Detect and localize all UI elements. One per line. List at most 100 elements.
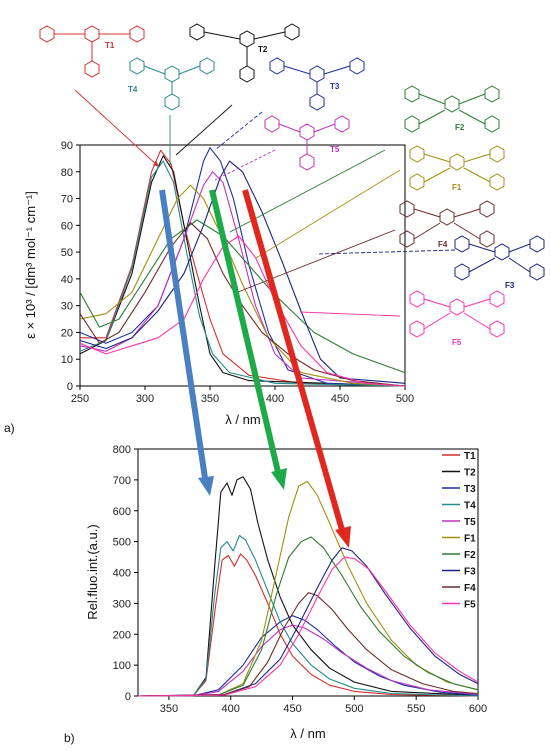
molecule-f4-label: F4 xyxy=(438,240,448,249)
y-tick-label: 100 xyxy=(113,660,131,672)
x-tick-label: 500 xyxy=(396,393,414,405)
series-line-t4 xyxy=(137,534,479,697)
absorption-y-axis-label: ε × 10³ / [dm³ mol⁻¹ cm⁻¹] xyxy=(23,191,38,339)
molecule-f1-label: F1 xyxy=(452,183,462,192)
structure-connector-lines xyxy=(74,89,456,317)
y-tick-label: 80 xyxy=(61,167,73,179)
x-tick-label: 450 xyxy=(283,703,301,715)
series-line-t4 xyxy=(79,160,406,387)
molecule-t1-label: T1 xyxy=(105,41,115,50)
series-line-f3 xyxy=(137,547,479,697)
molecule-t4-label: T4 xyxy=(128,85,138,94)
y-tick-label: 300 xyxy=(113,598,131,610)
legend-label-f4: F4 xyxy=(464,583,476,594)
y-tick-label: 30 xyxy=(61,301,73,313)
blue-arrowhead xyxy=(198,476,214,496)
molecule-t5-structure: T5 xyxy=(264,115,350,171)
series-line-t3 xyxy=(79,147,406,387)
molecule-f1-structure: F1 xyxy=(409,145,505,192)
absorption-x-axis-label: λ / nm xyxy=(225,412,260,427)
molecule-t5-label: T5 xyxy=(330,145,340,154)
molecule-f5-label: F5 xyxy=(452,338,462,347)
x-tick-label: 600 xyxy=(469,703,487,715)
y-tick-label: 70 xyxy=(61,194,73,206)
y-tick-label: 500 xyxy=(113,537,131,549)
series-line-f1 xyxy=(137,480,479,697)
molecule-f3-structure: F3 xyxy=(454,235,545,290)
legend-label-f5: F5 xyxy=(464,600,476,611)
series-line-f2 xyxy=(79,219,406,374)
y-tick-label: 50 xyxy=(61,247,73,259)
connector-t5 xyxy=(214,149,276,181)
connector-f3 xyxy=(317,249,456,255)
legend-label-t5: T5 xyxy=(464,517,476,528)
molecule-t2-label: T2 xyxy=(258,45,268,54)
absorption-plot-frame xyxy=(79,144,406,387)
y-tick-label: 600 xyxy=(113,506,131,518)
series-line-f4 xyxy=(137,592,479,697)
molecule-f5-structure: F5 xyxy=(409,290,505,347)
molecule-t4-structure: T4 xyxy=(128,57,215,111)
x-tick-label: 350 xyxy=(160,703,178,715)
y-tick-label: 800 xyxy=(113,444,131,456)
green-arrowhead xyxy=(271,468,287,490)
legend-label-f2: F2 xyxy=(464,550,476,561)
y-tick-label: 20 xyxy=(61,327,73,339)
y-tick-label: 10 xyxy=(61,354,73,366)
connector-f5 xyxy=(299,311,401,317)
series-line-f3 xyxy=(79,160,406,384)
legend-label-t2: T2 xyxy=(464,468,476,479)
legend-label-t4: T4 xyxy=(464,501,476,512)
series-line-t1 xyxy=(80,149,406,387)
molecule-f2-structure: F2 xyxy=(404,85,500,133)
blue-arrow xyxy=(159,189,208,479)
y-tick-label: 0 xyxy=(67,381,73,393)
legend-label-t3: T3 xyxy=(464,484,476,495)
fluorescence-x-axis-label: λ / nm xyxy=(290,726,325,741)
panel-b-label: b) xyxy=(64,731,75,745)
molecule-structures: T1 T2 T4 T3 xyxy=(39,23,545,347)
series-line-t5 xyxy=(79,171,406,387)
legend-label-f1: F1 xyxy=(464,534,476,545)
y-tick-label: 200 xyxy=(113,629,131,641)
x-tick-label: 450 xyxy=(331,393,349,405)
red-arrow xyxy=(242,189,345,531)
y-tick-label: 400 xyxy=(113,568,131,580)
y-tick-label: 40 xyxy=(61,274,73,286)
green-arrow xyxy=(209,189,281,473)
series-line-f5 xyxy=(137,556,479,697)
x-tick-label: 500 xyxy=(345,703,363,715)
legend-label-t1: T1 xyxy=(464,451,476,462)
molecule-t1-structure: T1 xyxy=(39,25,145,78)
series-line-t2 xyxy=(79,155,406,387)
absorption-chart: 250 300 350 400 450 500 0 10 20 30 40 50 60 70 80 90 λ … xyxy=(4,140,414,435)
series-line-f1 xyxy=(79,184,406,387)
molecule-f4-structure: F4 xyxy=(399,200,495,249)
y-tick-label: 700 xyxy=(113,475,131,487)
molecule-t2-structure: T2 xyxy=(189,23,300,83)
red-arrowhead xyxy=(335,526,351,548)
x-tick-label: 400 xyxy=(222,703,240,715)
series-line-t2 xyxy=(137,476,479,697)
x-tick-label: 250 xyxy=(71,393,89,405)
series-line-f5 xyxy=(79,235,406,387)
series-line-f2 xyxy=(137,536,479,697)
x-tick-label: 550 xyxy=(407,703,425,715)
y-tick-label: 0 xyxy=(125,691,131,703)
y-tick-label: 60 xyxy=(61,220,73,232)
shift-arrows xyxy=(159,189,351,548)
x-tick-label: 400 xyxy=(266,393,284,405)
molecule-t3-label: T3 xyxy=(330,82,340,91)
fluorescence-y-axis-label: Rel.fluo.int.(a.u.) xyxy=(85,524,100,619)
series-line-t3 xyxy=(137,615,479,697)
connector-t2 xyxy=(175,104,233,156)
series-line-f4 xyxy=(79,222,406,387)
molecule-f2-label: F2 xyxy=(455,123,465,132)
fluorescence-plot-frame xyxy=(137,448,479,697)
series-line-t5 xyxy=(137,624,479,697)
connector-t3 xyxy=(214,111,263,151)
molecule-t3-structure: T3 xyxy=(269,57,365,111)
fluorescence-legend: T1 T2 T3 T4 T5 F1 F2 F3 F4 F5 xyxy=(442,451,476,611)
molecule-f3-label: F3 xyxy=(505,281,515,290)
